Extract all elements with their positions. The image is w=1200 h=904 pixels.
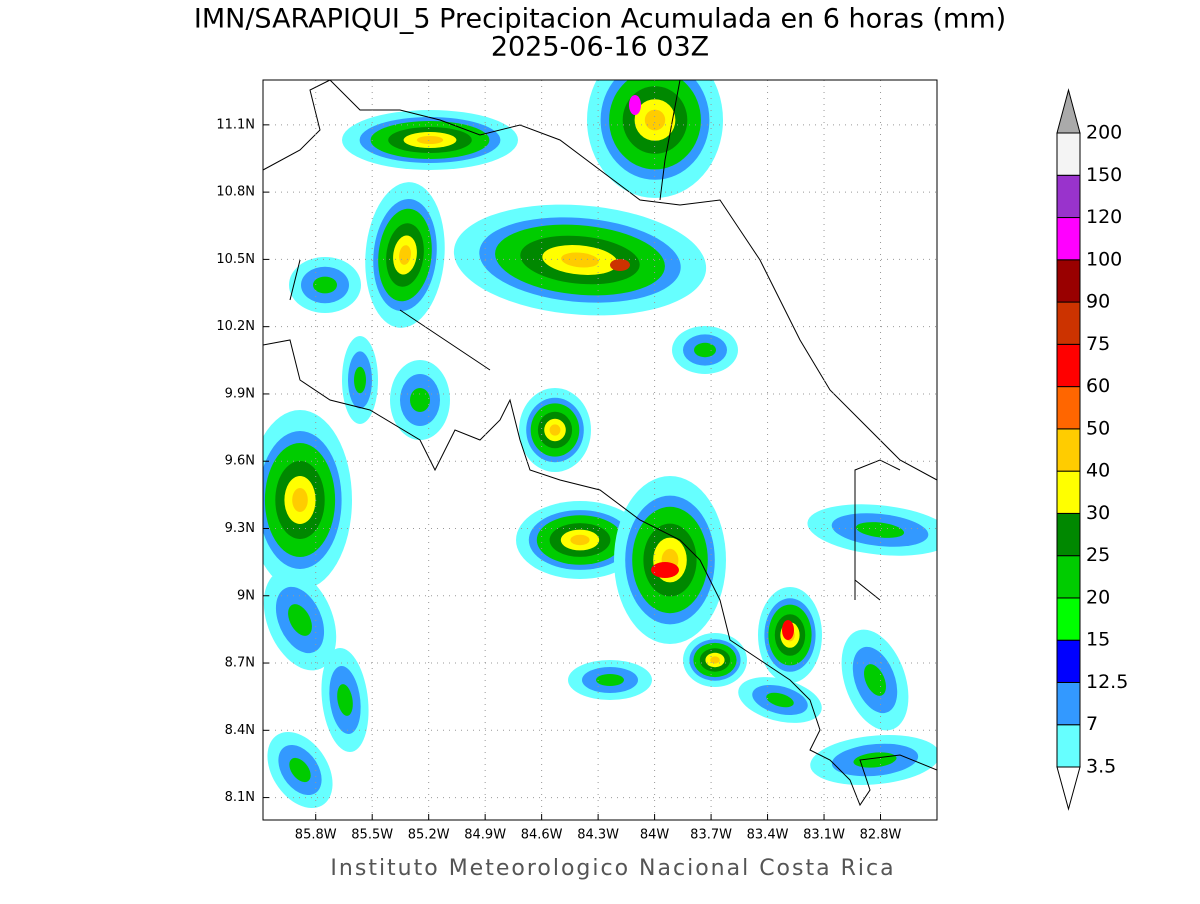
footer-credit: Instituto Meteorologico Nacional Costa R…: [330, 856, 895, 881]
rain-area: [799, 727, 937, 793]
colorbar-label: 100: [1086, 248, 1122, 270]
colorbar-label: 20: [1086, 586, 1110, 608]
colorbar-label: 150: [1086, 164, 1122, 186]
rain-area: [614, 476, 726, 644]
colorbar-label: 75: [1086, 333, 1110, 355]
colorbar-band: [1056, 132, 1081, 176]
rain-core: [651, 562, 679, 578]
rain-area: [683, 633, 747, 687]
x-tick-label: 84.6W: [521, 828, 563, 843]
rain-area: [587, 80, 723, 199]
colorbar-label: 15: [1086, 629, 1110, 651]
colorbar-label: 120: [1086, 206, 1122, 228]
colorbar-label: 40: [1086, 460, 1110, 482]
map-frame: [262, 79, 938, 821]
coastline: [263, 80, 937, 807]
rain-area: [568, 660, 652, 700]
rain-area: [672, 326, 738, 374]
x-tick-label: 83.7W: [690, 828, 732, 843]
colorbar-band: [1056, 512, 1081, 557]
colorbar-label: 3.5: [1086, 756, 1116, 778]
x-tick-label: 85.8W: [295, 828, 337, 843]
colorbar-band: [1056, 681, 1081, 726]
y-tick-label: 10.8N: [216, 185, 255, 200]
x-tick-label: 82.8W: [860, 828, 902, 843]
rain-area: [342, 110, 518, 170]
rain-area: [263, 410, 352, 590]
rain-area: [792, 495, 937, 565]
colorbar-band: [1056, 555, 1081, 599]
colorbar-band: [1056, 428, 1081, 472]
map-subtitle: 2025-06-16 03Z: [491, 32, 709, 63]
y-tick-label: 9.6N: [225, 454, 255, 469]
x-tick-label: 84.3W: [577, 828, 619, 843]
y-tick-label: 8.4N: [225, 723, 255, 738]
colorbar-band: [1056, 386, 1081, 430]
colorbar-label: 50: [1086, 417, 1110, 439]
colorbar-band: [1056, 639, 1081, 683]
rain-area: [831, 608, 919, 752]
rain-core: [782, 620, 794, 640]
rain-area: [360, 167, 450, 343]
y-tick-label: 9.3N: [225, 521, 255, 536]
map-title: IMN/SARAPIQUI_5 Precipitacion Acumulada …: [194, 4, 1006, 35]
x-tick-label: 83.4W: [747, 828, 789, 843]
y-tick-label: 9.9N: [225, 386, 255, 401]
colorbar-band: [1056, 343, 1081, 388]
grid: 85.8W 85.5W 85.2W 84.9W 84.6W 84.3W 84W 83.7W 83…: [216, 80, 937, 843]
x-tick-label: 85.2W: [408, 828, 450, 843]
rain-area: [431, 189, 729, 331]
y-tick-label: 8.1N: [225, 790, 255, 805]
x-tick-label: 83.1W: [803, 828, 845, 843]
rain-core: [610, 259, 630, 271]
colorbar-band: [1056, 597, 1081, 641]
y-tick-label: 8.7N: [225, 656, 255, 671]
rain-area: [390, 360, 450, 440]
colorbar-band: [1056, 259, 1081, 303]
colorbar-label: 7: [1086, 713, 1098, 735]
rain-area: [289, 257, 361, 313]
colorbar-label: 25: [1086, 544, 1110, 566]
rain-area: [519, 388, 591, 472]
precipitation-field: [263, 80, 937, 820]
colorbar-label: 200: [1086, 122, 1122, 144]
colorbar-band: [1056, 174, 1081, 219]
colorbar-label: 12.5: [1086, 671, 1128, 693]
colorbar-under: [1056, 766, 1081, 811]
y-tick-label: 11.1N: [216, 117, 255, 132]
colorbar-band: [1056, 470, 1081, 514]
colorbar-label: 60: [1086, 375, 1110, 397]
colorbar-band: [1056, 301, 1081, 345]
colorbar: 3.5 7 12.5 15 20 25 30 40 50 60 75 90 100 120 150 200: [1056, 88, 1128, 811]
colorbar-band: [1056, 724, 1081, 768]
colorbar-label: 90: [1086, 291, 1110, 313]
x-tick-label: 84.9W: [464, 828, 506, 843]
x-tick-label: 84W: [640, 828, 670, 843]
x-tick-label: 85.5W: [351, 828, 393, 843]
colorbar-over: [1056, 88, 1081, 134]
rain-core: [629, 95, 641, 115]
y-tick-label: 9N: [237, 588, 255, 603]
y-tick-label: 10.5N: [216, 252, 255, 267]
colorbar-label: 30: [1086, 502, 1110, 524]
y-tick-label: 10.2N: [216, 319, 255, 334]
colorbar-band: [1056, 217, 1081, 261]
